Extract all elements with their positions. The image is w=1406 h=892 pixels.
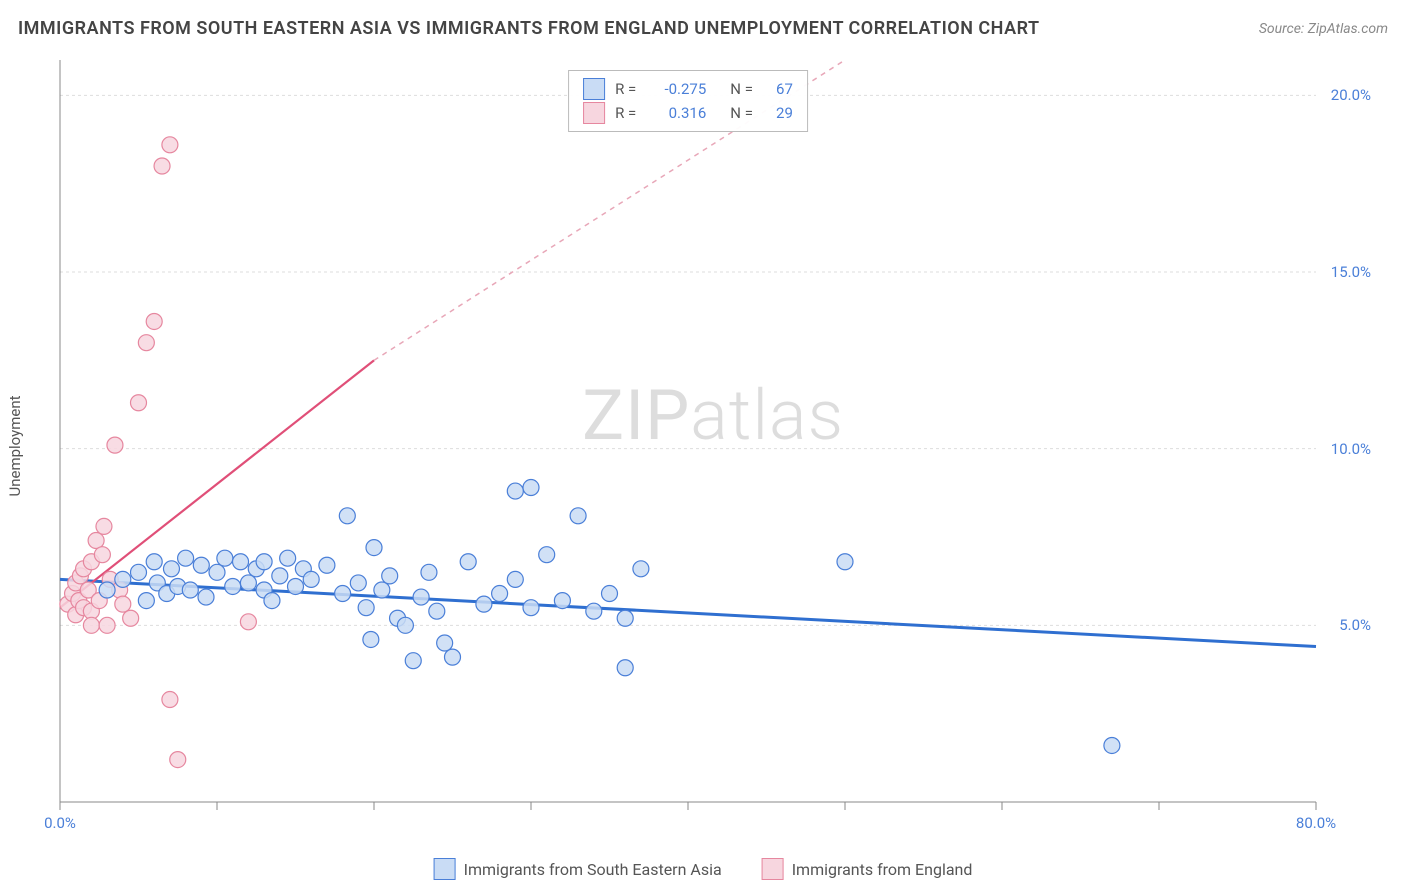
n-label: N =	[730, 101, 753, 125]
legend-row-england: R = 0.316 N = 29	[583, 101, 793, 125]
legend-swatch-england	[583, 102, 605, 124]
correlation-legend: R = -0.275 N = 67 R = 0.316 N = 29	[568, 70, 808, 132]
source-value: ZipAtlas.com	[1308, 21, 1388, 37]
legend-swatch-sea	[583, 78, 605, 100]
y-tick-label: 10.0%	[1331, 440, 1371, 458]
legend-swatch-england-icon	[762, 858, 784, 880]
r-value-england: 0.316	[646, 101, 706, 125]
source-label: Source:	[1259, 21, 1308, 37]
r-label: R =	[615, 101, 636, 125]
legend-label-england: Immigrants from England	[792, 860, 973, 879]
x-tick-label: 80.0%	[1296, 814, 1336, 832]
chart-area: Unemployment ZIPatlas R = -0.275 N = 67 …	[50, 50, 1376, 842]
y-tick-label: 15.0%	[1331, 263, 1371, 281]
series-legend: Immigrants from South Eastern Asia Immig…	[434, 858, 973, 880]
legend-swatch-sea-icon	[434, 858, 456, 880]
legend-label-sea: Immigrants from South Eastern Asia	[464, 860, 722, 879]
n-value-sea: 67	[763, 77, 793, 101]
plot-region: ZIPatlas R = -0.275 N = 67 R = 0.316 N =…	[60, 60, 1316, 802]
legend-item-sea: Immigrants from South Eastern Asia	[434, 858, 722, 880]
r-label: R =	[615, 77, 636, 101]
title-bar: IMMIGRANTS FROM SOUTH EASTERN ASIA VS IM…	[18, 18, 1388, 39]
r-value-sea: -0.275	[646, 77, 706, 101]
y-tick-label: 5.0%	[1339, 616, 1371, 634]
y-axis-label: Unemployment	[6, 395, 24, 496]
source-attribution: Source: ZipAtlas.com	[1259, 21, 1388, 37]
scatter-plot-svg	[60, 60, 1316, 802]
x-tick-label: 0.0%	[44, 814, 76, 832]
legend-row-sea: R = -0.275 N = 67	[583, 77, 793, 101]
legend-item-england: Immigrants from England	[762, 858, 973, 880]
n-value-england: 29	[763, 101, 793, 125]
y-tick-label: 20.0%	[1331, 86, 1371, 104]
n-label: N =	[730, 77, 753, 101]
chart-title: IMMIGRANTS FROM SOUTH EASTERN ASIA VS IM…	[18, 18, 1040, 39]
